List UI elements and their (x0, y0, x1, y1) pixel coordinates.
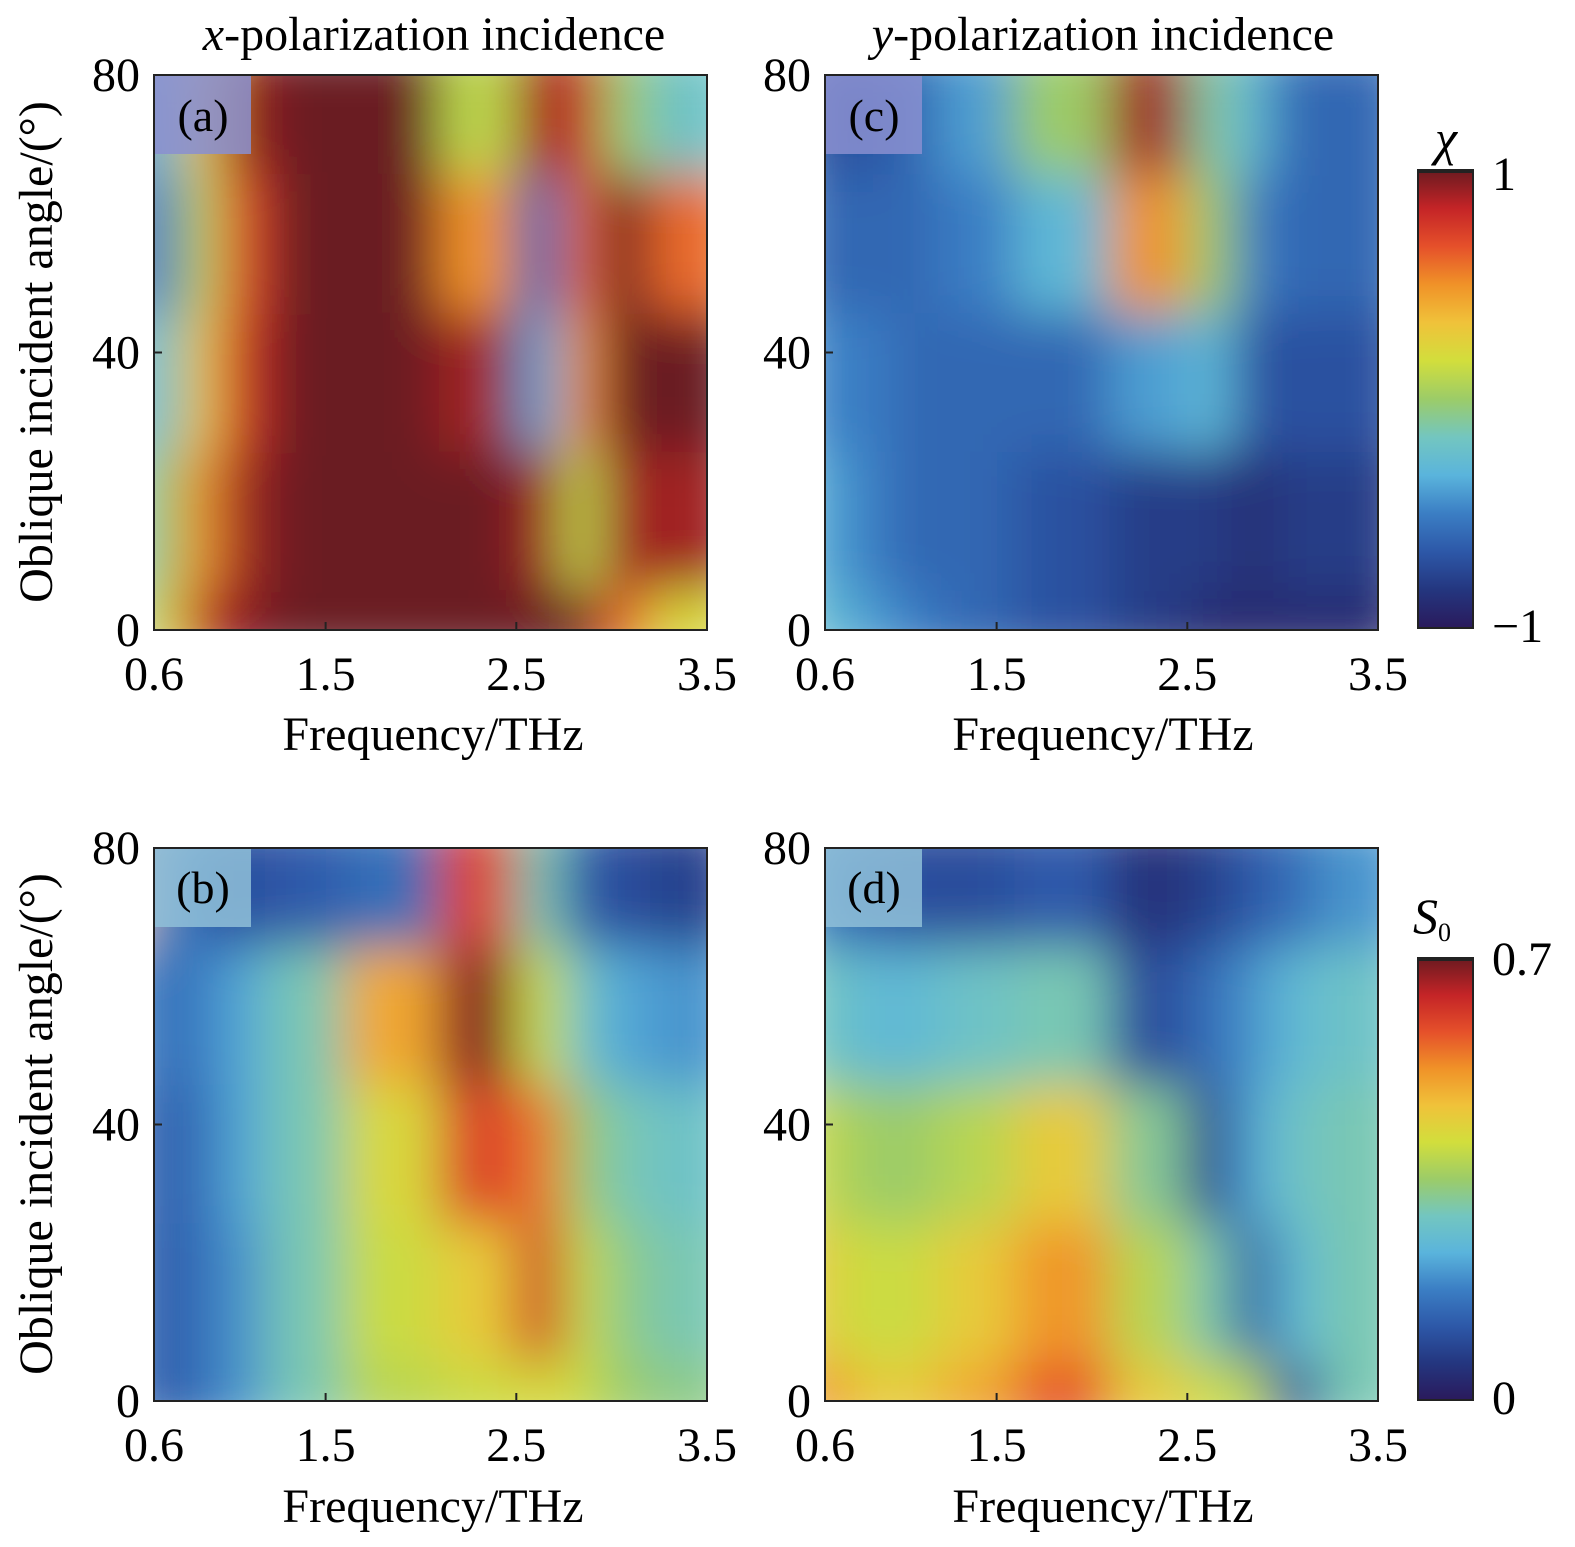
ylabel-b: Oblique incident angle/(°) (10, 873, 63, 1375)
panel-a: (a) 0.6 1.5 2.5 3.5 0 40 80 Frequency/THz Obli… (10, 49, 737, 761)
ticks-c: 0.6 1.5 2.5 3.5 0 40 80 (763, 49, 1408, 701)
y-tick-label: 80 (92, 822, 140, 875)
xlabel-d: Frequency/THz (952, 1480, 1253, 1533)
xlabel-a: Frequency/THz (282, 708, 583, 761)
y-tick-label: 80 (763, 49, 811, 102)
colorbar-chi-min: −1 (1492, 600, 1543, 653)
ticks-d: 0.6 1.5 2.5 3.5 0 40 80 (763, 822, 1408, 1472)
x-tick-label: 0.6 (795, 648, 855, 701)
panel-d: (d) 0.6 1.5 2.5 3.5 0 40 80 Frequency/THz (763, 822, 1408, 1533)
x-tick-label: 2.5 (1157, 1419, 1217, 1472)
x-tick-label: 2.5 (486, 1419, 546, 1472)
panel-label-box-c (826, 76, 922, 154)
panel-label-box-d (826, 849, 922, 927)
panel-label-c: (c) (848, 90, 899, 141)
x-tick-label: 3.5 (677, 1419, 737, 1472)
heatmap-a-cells (154, 75, 707, 630)
y-tick-label: 0 (116, 1375, 140, 1428)
panel-label-box-a (155, 76, 251, 154)
heatmap-cell (648, 75, 707, 175)
x-tick-label: 0.6 (124, 1419, 184, 1472)
xlabel-b: Frequency/THz (282, 1480, 583, 1533)
y-tick-label: 0 (116, 604, 140, 657)
x-tick-label: 0.6 (124, 648, 184, 701)
y-tick-label: 0 (787, 604, 811, 657)
colorbar-s0: S0 0.7 0 (1413, 888, 1552, 1425)
colorbar-chi: χ 1 −1 (1417, 110, 1543, 653)
x-tick-label: 0.6 (795, 1419, 855, 1472)
y-tick-label: 40 (92, 1099, 140, 1152)
xlabel-c: Frequency/THz (952, 708, 1253, 761)
colorbar-s0-title: S0 (1413, 888, 1451, 947)
panel-label-a: (a) (177, 90, 228, 141)
x-tick-label: 3.5 (677, 648, 737, 701)
panel-label-d: (d) (847, 862, 901, 913)
x-tick-label: 2.5 (486, 648, 546, 701)
heatmap-cell (1319, 75, 1378, 175)
x-tick-label: 1.5 (967, 648, 1027, 701)
x-tick-label: 3.5 (1348, 648, 1408, 701)
y-tick-label: 40 (763, 1099, 811, 1152)
heatmap-d-cells (825, 848, 1378, 1401)
colorbar-chi-max: 1 (1492, 148, 1516, 201)
x-tick-label: 1.5 (296, 1419, 356, 1472)
heatmap-b-cells (154, 848, 707, 1401)
ylabel-a: Oblique incident angle/(°) (10, 101, 63, 603)
colorbar-chi-bar (1417, 169, 1474, 629)
x-tick-label: 1.5 (967, 1419, 1027, 1472)
panel-b: (b) 0.6 1.5 2.5 3.5 0 40 80 Frequency/THz Obli… (10, 822, 737, 1533)
heatmap-cell (1319, 848, 1378, 948)
colorbar-s0-min: 0 (1492, 1372, 1516, 1425)
colorbar-s0-max: 0.7 (1492, 933, 1552, 986)
y-tick-label: 0 (787, 1375, 811, 1428)
title-left: x-polarization incidence (202, 8, 665, 61)
ticks-b: 0.6 1.5 2.5 3.5 0 40 80 (92, 822, 737, 1472)
x-tick-label: 3.5 (1348, 1419, 1408, 1472)
ticks-a: 0.6 1.5 2.5 3.5 0 40 80 (92, 49, 737, 701)
title-right: y-polarization incidence (867, 8, 1334, 61)
heatmap-cell (648, 848, 707, 948)
y-tick-label: 40 (92, 327, 140, 380)
colorbar-chi-title: χ (1431, 110, 1459, 166)
y-tick-label: 80 (92, 49, 140, 102)
panel-label-b: (b) (176, 862, 230, 913)
heatmap-c-cells (825, 75, 1378, 630)
y-tick-label: 80 (763, 822, 811, 875)
panel-label-box-b (155, 849, 251, 927)
x-tick-label: 2.5 (1157, 648, 1217, 701)
panel-c: (c) 0.6 1.5 2.5 3.5 0 40 80 Frequency/THz (763, 49, 1408, 761)
y-tick-label: 40 (763, 327, 811, 380)
x-tick-label: 1.5 (296, 648, 356, 701)
colorbar-s0-bar (1417, 957, 1474, 1401)
